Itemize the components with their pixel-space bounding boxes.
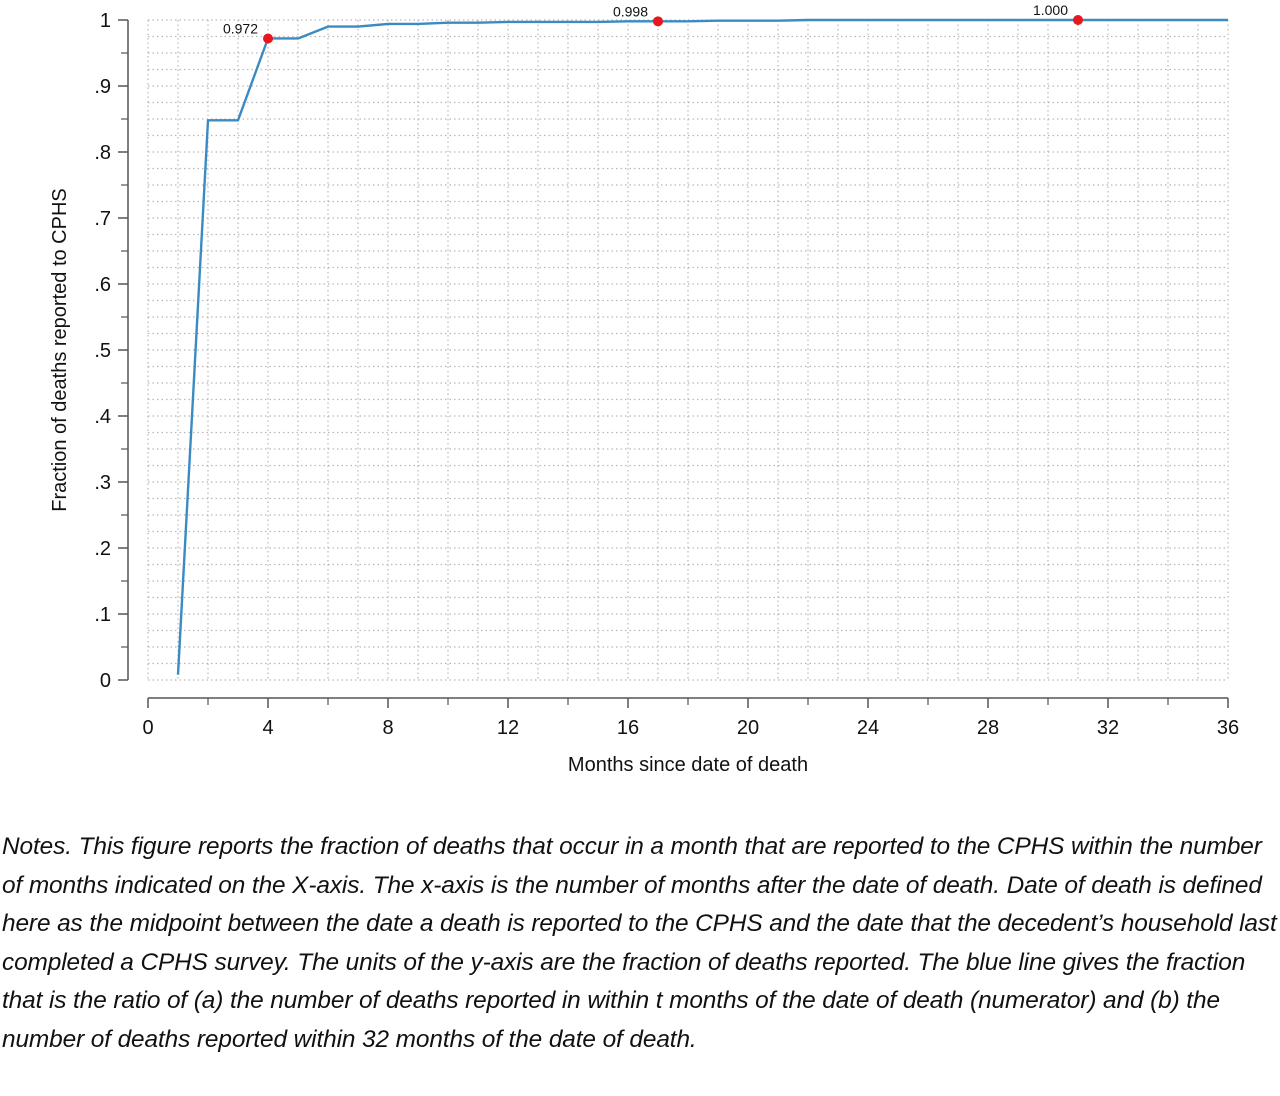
x-tick-label: 16 xyxy=(617,717,639,739)
y-tick-label: .7 xyxy=(94,208,111,230)
x-tick-label: 36 xyxy=(1217,717,1239,739)
x-tick-label: 8 xyxy=(382,717,393,739)
y-tick-label: .2 xyxy=(94,538,111,560)
highlighted-points: 0.972 0.998 1.000 xyxy=(223,2,1083,44)
y-tick-label: .9 xyxy=(94,76,111,98)
line-chart: 0 .1 .2 .3 .4 .5 .6 .7 .8 .9 1 0 4 8 12 16 20 24 28 32 36 F… xyxy=(49,2,1239,776)
x-axis-ticks: 0 4 8 12 16 20 24 28 32 36 xyxy=(142,698,1239,739)
y-tick-label: .4 xyxy=(94,406,111,428)
y-tick-label: .5 xyxy=(94,340,111,362)
series-layer xyxy=(176,18,1228,675)
highlight-point-label: 1.000 xyxy=(1033,2,1068,18)
y-tick-label: 0 xyxy=(100,670,111,692)
highlight-point xyxy=(263,33,273,44)
x-tick-label: 12 xyxy=(497,717,519,739)
x-axis-title: Months since date of death xyxy=(568,754,808,776)
y-tick-label: .6 xyxy=(94,274,111,296)
highlight-point-label: 0.998 xyxy=(613,3,648,19)
y-tick-label: 1 xyxy=(100,10,111,32)
x-tick-label: 28 xyxy=(977,717,999,739)
highlight-point xyxy=(1073,15,1083,25)
figure-notes: Notes. This figure reports the fraction … xyxy=(2,833,1277,1053)
y-tick-label: .1 xyxy=(94,604,111,626)
x-tick-label: 0 xyxy=(142,717,153,739)
y-axis-title: Fraction of deaths reported to CPHS xyxy=(49,188,71,512)
x-tick-label: 20 xyxy=(737,717,759,739)
x-tick-label: 4 xyxy=(262,717,273,739)
gridlines xyxy=(147,19,1229,681)
x-tick-label: 24 xyxy=(857,717,879,739)
y-axis-ticks: 0 .1 .2 .3 .4 .5 .6 .7 .8 .9 1 xyxy=(94,10,128,692)
highlight-point xyxy=(653,16,663,27)
highlight-point-label: 0.972 xyxy=(223,20,258,36)
y-tick-label: .8 xyxy=(94,142,111,164)
y-tick-label: .3 xyxy=(94,472,111,494)
x-tick-label: 32 xyxy=(1097,717,1119,739)
series-line xyxy=(176,18,1228,675)
